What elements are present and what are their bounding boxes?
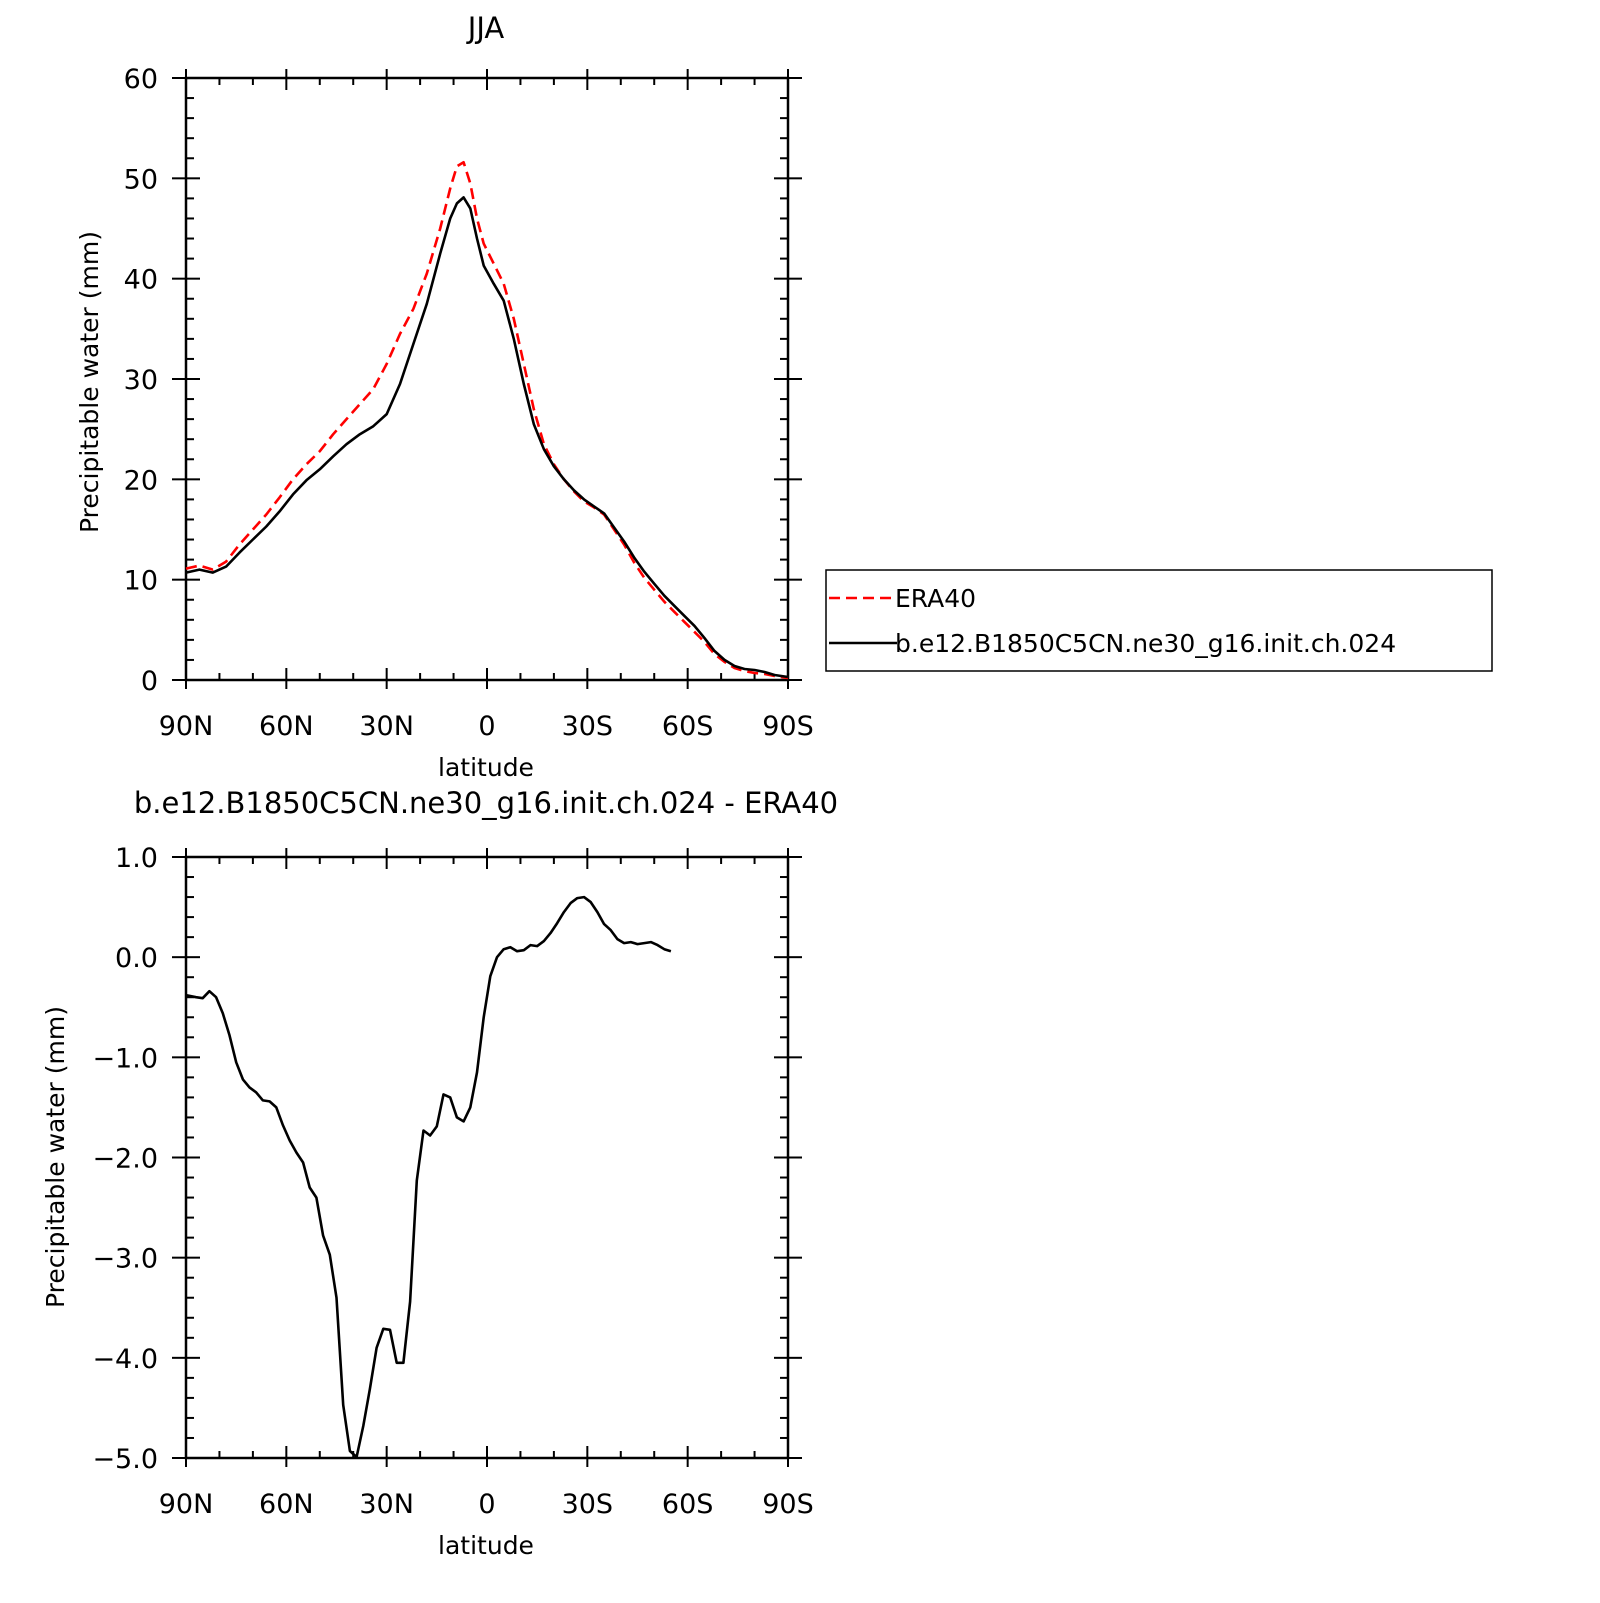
top-panel-series	[185, 161, 789, 680]
top-panel-title: JJA	[466, 11, 505, 45]
plot-frame	[184, 855, 790, 1460]
y-tick-label: −1.0	[92, 1043, 158, 1074]
bottom-panel-title: b.e12.B1850C5CN.ne30_g16.init.ch.024 - E…	[134, 786, 838, 820]
y-tick-label: −4.0	[92, 1344, 158, 1375]
y-tick-label: 1.0	[115, 843, 158, 874]
y-tick-label: 30	[124, 365, 158, 396]
bottom-panel-tick-labels: 90N 60N 30N 0 30S 60S 90S −5.0 −4.0 −3.0 −2.0 −1.0 0…	[92, 843, 813, 1520]
y-tick-label: 0	[141, 666, 158, 697]
series-line-0	[185, 161, 789, 680]
y-tick-label: 10	[124, 566, 158, 597]
bottom-panel-series	[185, 895, 672, 1459]
bottom-panel: b.e12.B1850C5CN.ne30_g16.init.ch.024 - E…	[41, 786, 838, 1560]
legend-box	[825, 569, 1493, 672]
x-tick-label: 90N	[159, 711, 214, 742]
legend: ERA40 b.e12.B1850C5CN.ne30_g16.init.ch.0…	[825, 569, 1493, 672]
x-tick-label: 90N	[159, 1489, 214, 1520]
legend-label-model: b.e12.B1850C5CN.ne30_g16.init.ch.024	[895, 629, 1396, 658]
x-tick-label: 30S	[562, 711, 614, 742]
x-tick-label: 60S	[662, 1489, 714, 1520]
y-tick-label: −2.0	[92, 1144, 158, 1175]
top-panel: JJA Precipitable water (mm) latitude 90N…	[75, 11, 814, 782]
x-tick-label: 60N	[259, 711, 314, 742]
y-tick-label: −3.0	[92, 1244, 158, 1275]
x-tick-label: 60N	[259, 1489, 314, 1520]
x-tick-label: 30S	[562, 1489, 614, 1520]
x-tick-label: 30N	[359, 1489, 414, 1520]
y-tick-label: 50	[124, 164, 158, 195]
y-tick-label: −5.0	[92, 1444, 158, 1475]
top-panel-y-axis-label: Precipitable water (mm)	[75, 231, 104, 533]
top-panel-x-axis-label: latitude	[438, 753, 534, 782]
y-tick-label: 60	[124, 64, 158, 95]
y-tick-label: 0.0	[115, 943, 158, 974]
x-tick-label: 0	[478, 1489, 495, 1520]
series-line-0	[185, 895, 672, 1459]
legend-label-era40: ERA40	[895, 584, 976, 613]
y-tick-label: 40	[124, 265, 158, 296]
series-line-1	[185, 196, 789, 679]
x-tick-label: 90S	[762, 1489, 814, 1520]
bottom-panel-y-axis-label: Precipitable water (mm)	[41, 1006, 70, 1308]
bottom-panel-x-axis-label: latitude	[438, 1531, 534, 1560]
x-tick-label: 30N	[359, 711, 414, 742]
plot-frame	[184, 76, 790, 682]
y-tick-label: 20	[124, 465, 158, 496]
top-panel-tick-labels: 90N 60N 30N 0 30S 60S 90S 0 10 20 30 40 50 60	[124, 64, 814, 742]
bottom-panel-axes	[172, 848, 802, 1467]
top-panel-axes	[172, 69, 802, 689]
x-tick-label: 60S	[662, 711, 714, 742]
x-tick-label: 0	[478, 711, 495, 742]
x-tick-label: 90S	[762, 711, 814, 742]
